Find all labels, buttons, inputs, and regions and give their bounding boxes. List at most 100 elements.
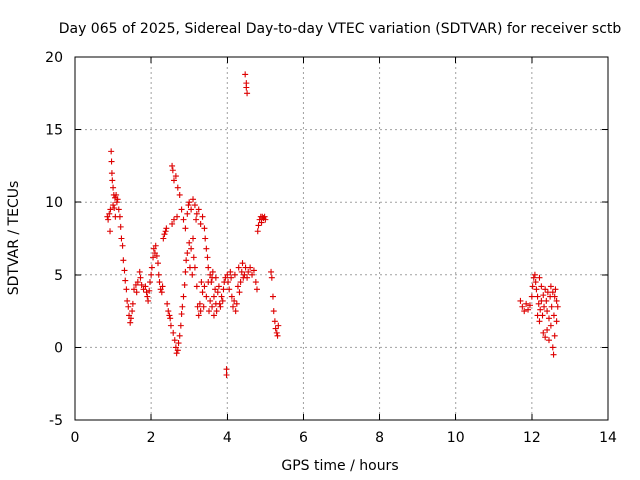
data-point (120, 257, 127, 264)
data-point (544, 308, 551, 315)
data-point (180, 293, 187, 300)
data-point (547, 283, 554, 290)
data-point (550, 351, 557, 358)
data-point (273, 329, 280, 336)
data-point (176, 191, 183, 198)
data-point (237, 279, 244, 286)
x-tick-label: 12 (523, 430, 541, 446)
data-point (178, 311, 185, 318)
data-point (541, 303, 548, 310)
data-point (156, 279, 163, 286)
data-point (174, 184, 181, 191)
data-point (116, 213, 123, 220)
y-axis-ticks: -5 0 5 10 15 20 (45, 50, 608, 429)
data-point (551, 293, 558, 300)
y-tick-label: 10 (45, 195, 63, 211)
data-point (183, 257, 190, 264)
data-point (197, 220, 204, 227)
data-point (133, 289, 140, 296)
data-point (170, 216, 177, 223)
data-point (182, 268, 189, 275)
data-point (272, 325, 279, 332)
data-point (193, 210, 200, 217)
data-point (226, 286, 233, 293)
data-point (114, 196, 121, 203)
data-point (231, 271, 238, 278)
data-point (122, 277, 129, 284)
data-point (536, 318, 543, 325)
data-point (144, 293, 151, 300)
data-point (212, 286, 219, 293)
data-point (188, 206, 195, 213)
data-point (540, 292, 547, 299)
data-point (517, 297, 524, 304)
data-point (542, 286, 549, 293)
data-point (109, 177, 116, 184)
data-point (553, 297, 560, 304)
data-point (173, 350, 180, 357)
data-point (213, 308, 220, 315)
data-point (233, 300, 240, 307)
data-point (110, 202, 117, 209)
data-point (189, 271, 196, 278)
data-point (161, 231, 168, 238)
data-point (142, 283, 149, 290)
x-tick-label: 2 (147, 430, 156, 446)
data-point (119, 242, 126, 249)
data-point (534, 293, 541, 300)
data-point (229, 303, 236, 310)
data-point (236, 289, 243, 296)
data-point (201, 283, 208, 290)
data-point (155, 271, 162, 278)
data-point (190, 254, 197, 261)
y-tick-label: 15 (45, 123, 63, 139)
data-point (113, 199, 120, 206)
data-point (242, 71, 249, 78)
data-point (249, 271, 256, 278)
data-point (178, 206, 185, 213)
x-tick-label: 8 (375, 430, 384, 446)
data-point (217, 303, 224, 310)
data-point (164, 300, 171, 307)
x-tick-label: 0 (71, 430, 80, 446)
data-point (108, 148, 115, 155)
data-point (538, 283, 545, 290)
data-point (203, 245, 210, 252)
data-point (262, 216, 269, 223)
data-point (150, 254, 157, 261)
y-tick-label: -5 (49, 413, 63, 429)
data-point (175, 340, 182, 347)
data-point (170, 329, 177, 336)
data-point (528, 293, 535, 300)
data-point (106, 210, 113, 217)
data-point (121, 267, 128, 274)
data-point (199, 213, 206, 220)
data-point (159, 283, 166, 290)
data-point (216, 300, 223, 307)
data-point (537, 306, 544, 313)
data-point (158, 289, 165, 296)
data-point (186, 239, 193, 246)
data-point (148, 264, 155, 271)
data-point (129, 300, 136, 307)
data-point (219, 297, 226, 304)
data-point (271, 318, 278, 325)
data-point (162, 228, 169, 235)
data-point (212, 274, 219, 281)
data-point (238, 268, 245, 275)
data-point (127, 315, 134, 322)
data-point (110, 184, 117, 191)
data-point (108, 170, 115, 177)
data-point (129, 308, 136, 315)
data-point (554, 303, 561, 310)
data-point (148, 271, 155, 278)
data-point (131, 286, 138, 293)
data-point (203, 293, 210, 300)
data-point (245, 268, 252, 275)
data-point (258, 219, 265, 226)
data-point (241, 271, 248, 278)
data-point (215, 283, 222, 290)
data-point (198, 279, 205, 286)
y-tick-label: 0 (54, 340, 63, 356)
data-point (193, 283, 200, 290)
